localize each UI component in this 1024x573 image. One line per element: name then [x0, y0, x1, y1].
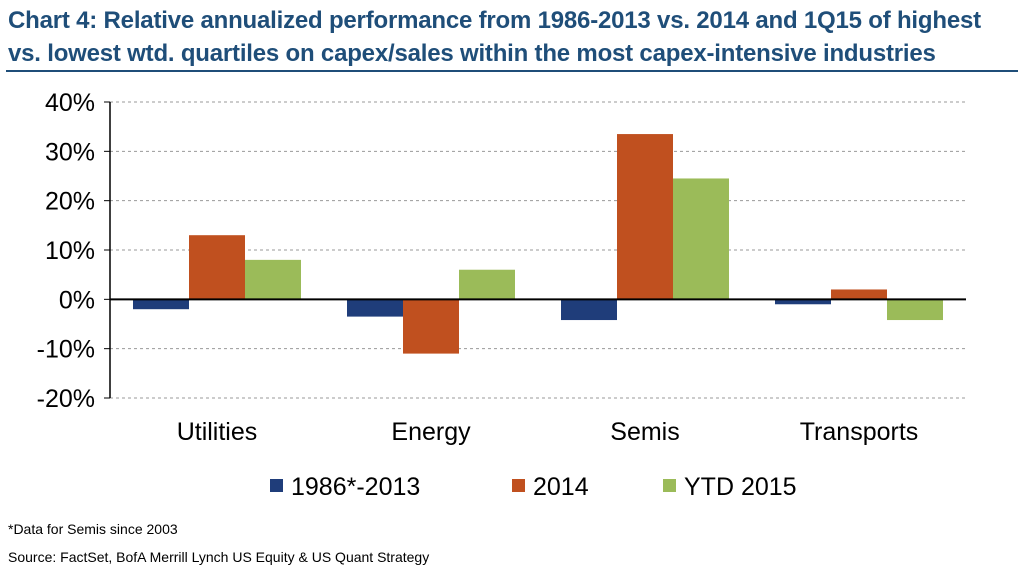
- legend-swatch: [512, 479, 525, 492]
- bar: [189, 235, 245, 300]
- axes: [104, 101, 966, 399]
- legend-label: 1986*-2013: [291, 473, 420, 501]
- y-tick-label: 10%: [45, 237, 95, 265]
- legend: 1986*-2013 2014 YTD 2015: [270, 473, 797, 501]
- bar: [775, 299, 831, 305]
- bar: [887, 299, 943, 321]
- x-category-label: Energy: [391, 418, 471, 446]
- y-tick-label: 30%: [45, 138, 95, 166]
- axis-labels: 40% 30% 20% 10% 0% -10% -20% Utilities Energy Sem…: [37, 89, 919, 446]
- y-tick-label: -20%: [37, 385, 95, 413]
- legend-label: 2014: [533, 473, 589, 501]
- bar: [347, 299, 403, 317]
- y-tick-label: 0%: [59, 286, 95, 314]
- y-tick-label: 20%: [45, 188, 95, 216]
- footnote: *Data for Semis since 2003: [8, 521, 178, 537]
- x-category-label: Utilities: [177, 418, 258, 446]
- bar: [673, 178, 729, 300]
- legend-label: YTD 2015: [684, 473, 797, 501]
- y-tick-label: 40%: [45, 89, 95, 117]
- bar: [459, 269, 515, 300]
- bar: [617, 134, 673, 300]
- title-divider: [6, 70, 1018, 72]
- bar: [245, 259, 301, 300]
- legend-swatch: [270, 479, 283, 492]
- source-note: Source: FactSet, BofA Merrill Lynch US E…: [8, 549, 430, 565]
- bar: [133, 299, 189, 310]
- x-category-label: Transports: [800, 418, 919, 446]
- chart-title: Chart 4: Relative annualized performance…: [8, 7, 981, 67]
- y-tick-label: -10%: [37, 336, 95, 364]
- gridlines: [110, 101, 966, 399]
- bar: [403, 299, 459, 354]
- bars: [133, 134, 943, 354]
- x-category-label: Semis: [610, 418, 679, 446]
- bar: [561, 299, 617, 321]
- bar: [831, 289, 887, 300]
- legend-swatch: [663, 479, 676, 492]
